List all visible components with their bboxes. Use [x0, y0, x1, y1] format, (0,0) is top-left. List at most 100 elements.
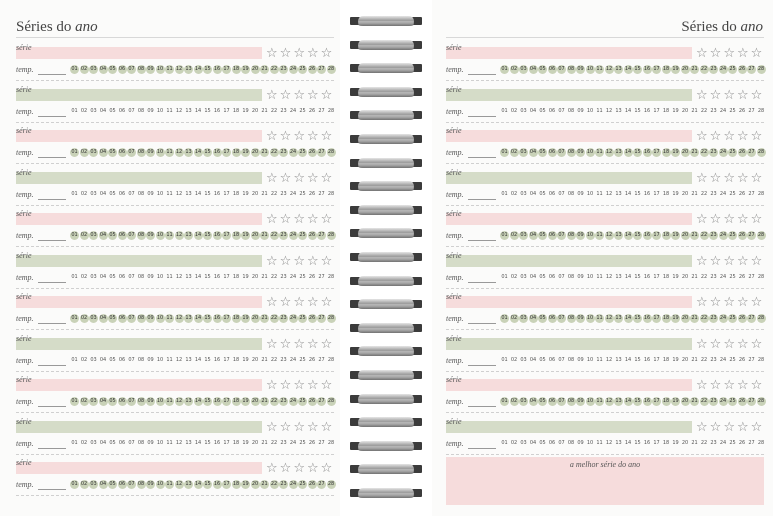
star-icon[interactable]: ☆ [320, 295, 333, 310]
star-icon[interactable]: ☆ [750, 129, 763, 144]
star-icon[interactable]: ☆ [293, 46, 305, 61]
episode-circle[interactable]: 07 [128, 273, 135, 280]
episode-circle[interactable]: 27 [748, 439, 755, 446]
episode-circle[interactable]: 18 [232, 273, 240, 280]
episode-circle[interactable]: 12 [604, 65, 614, 74]
episode-circle[interactable]: 04 [98, 314, 108, 323]
episode-circle[interactable]: 25 [299, 439, 306, 446]
episode-circle[interactable]: 04 [529, 439, 537, 446]
episode-circle[interactable]: 22 [700, 273, 708, 280]
episode-circle[interactable]: 09 [147, 190, 154, 197]
episode-circle[interactable]: 13 [184, 231, 193, 240]
episode-circle[interactable]: 26 [308, 439, 316, 446]
episode-circle[interactable]: 06 [118, 190, 126, 197]
episode-circle[interactable]: 10 [155, 480, 165, 489]
episode-circle[interactable]: 07 [558, 356, 565, 363]
episode-circle[interactable]: 27 [748, 273, 755, 280]
episode-circle[interactable]: 22 [269, 397, 279, 406]
episode-circle[interactable]: 22 [700, 190, 708, 197]
episode-circle[interactable]: 23 [280, 273, 287, 280]
star-icon[interactable]: ☆ [266, 129, 278, 144]
episode-circle[interactable]: 05 [108, 148, 117, 157]
serie-input[interactable] [446, 88, 692, 101]
star-icon[interactable]: ☆ [696, 46, 708, 61]
episode-circle[interactable]: 10 [156, 356, 164, 363]
episode-circle[interactable]: 12 [175, 439, 183, 446]
episode-circle[interactable]: 09 [147, 356, 154, 363]
star-icon[interactable]: ☆ [320, 419, 333, 435]
episode-circle[interactable]: 02 [510, 439, 518, 446]
episode-circle[interactable]: 16 [643, 439, 651, 446]
star-icon[interactable]: ☆ [293, 253, 305, 269]
episode-circle[interactable]: 03 [520, 356, 527, 363]
episode-circle[interactable]: 28 [756, 65, 766, 74]
episode-circle[interactable]: 17 [222, 65, 231, 74]
star-icon[interactable]: ☆ [750, 419, 763, 435]
episode-circle[interactable]: 06 [117, 314, 127, 323]
episode-circle[interactable]: 15 [633, 314, 642, 323]
episode-circle[interactable]: 19 [241, 314, 250, 323]
episode-circle[interactable]: 13 [614, 231, 623, 240]
star-icon[interactable]: ☆ [266, 253, 278, 269]
episode-circle[interactable]: 25 [729, 439, 736, 446]
star-icon[interactable]: ☆ [736, 129, 749, 144]
episode-circle[interactable]: 02 [509, 231, 519, 240]
episode-circle[interactable]: 22 [269, 314, 279, 323]
episode-circle[interactable]: 19 [672, 439, 679, 446]
episode-circle[interactable]: 13 [614, 397, 623, 406]
episode-circle[interactable]: 24 [718, 314, 728, 323]
episode-circle[interactable]: 14 [623, 397, 633, 406]
episode-circle[interactable]: 25 [299, 356, 306, 363]
episode-circle[interactable]: 13 [185, 190, 192, 197]
star-icon[interactable]: ☆ [736, 170, 749, 186]
episode-circle[interactable]: 02 [510, 356, 518, 363]
episode-circle[interactable]: 06 [547, 314, 557, 323]
episode-circle[interactable]: 17 [223, 273, 230, 280]
episode-circle[interactable]: 17 [652, 148, 661, 157]
season-field[interactable] [38, 323, 66, 324]
episode-circle[interactable]: 18 [661, 397, 671, 406]
episode-circle[interactable]: 10 [156, 439, 164, 446]
star-icon[interactable]: ☆ [750, 295, 763, 310]
star-icon[interactable]: ☆ [306, 170, 319, 186]
episode-circle[interactable]: 10 [155, 231, 165, 240]
episode-circle[interactable]: 10 [586, 273, 594, 280]
serie-input[interactable] [16, 130, 262, 142]
star-icon[interactable]: ☆ [320, 212, 333, 227]
episode-circle[interactable]: 28 [326, 148, 336, 157]
star-icon[interactable]: ☆ [750, 253, 763, 269]
episode-circle[interactable]: 22 [270, 439, 278, 446]
episode-circle[interactable]: 03 [520, 190, 527, 197]
episode-circle[interactable]: 10 [586, 107, 594, 114]
serie-input[interactable] [16, 171, 262, 184]
episode-circle[interactable]: 28 [757, 439, 765, 446]
episode-circle[interactable]: 28 [757, 356, 765, 363]
episode-circle[interactable]: 15 [633, 397, 642, 406]
episode-circle[interactable]: 02 [79, 148, 89, 157]
episode-circle[interactable]: 18 [662, 190, 670, 197]
episode-circle[interactable]: 19 [672, 273, 679, 280]
episode-circle[interactable]: 22 [700, 439, 708, 446]
episode-circle[interactable]: 21 [261, 356, 268, 363]
star-icon[interactable]: ☆ [279, 336, 292, 352]
episode-circle[interactable]: 26 [307, 397, 317, 406]
episode-circle[interactable]: 26 [738, 439, 746, 446]
episode-circle[interactable]: 19 [672, 356, 679, 363]
episode-circle[interactable]: 19 [242, 439, 249, 446]
episode-circle[interactable]: 17 [222, 314, 231, 323]
episode-circle[interactable]: 04 [529, 273, 537, 280]
star-icon[interactable]: ☆ [750, 170, 763, 186]
episode-circle[interactable]: 13 [185, 273, 192, 280]
episode-circle[interactable]: 13 [184, 480, 193, 489]
episode-circle[interactable]: 08 [567, 356, 575, 363]
episode-circle[interactable]: 26 [737, 231, 747, 240]
serie-input[interactable] [446, 254, 692, 267]
episode-circle[interactable]: 20 [251, 273, 259, 280]
episode-circle[interactable]: 01 [70, 314, 79, 323]
episode-circle[interactable]: 18 [661, 65, 671, 74]
star-icon[interactable]: ☆ [320, 129, 333, 144]
episode-circle[interactable]: 23 [280, 439, 287, 446]
episode-circle[interactable]: 06 [547, 148, 557, 157]
episode-circle[interactable]: 27 [747, 397, 756, 406]
episode-circle[interactable]: 24 [288, 65, 298, 74]
